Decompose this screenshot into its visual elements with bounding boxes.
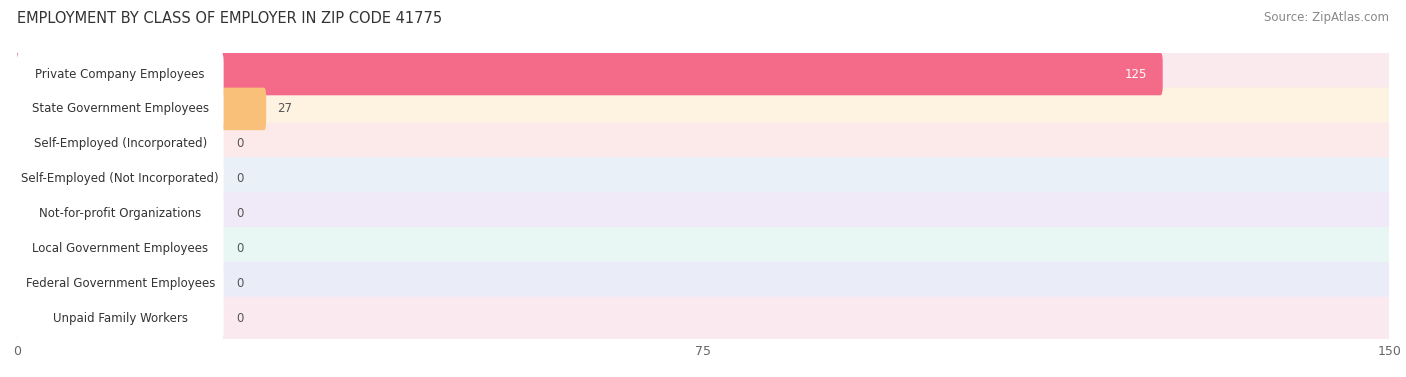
FancyBboxPatch shape (17, 52, 224, 97)
FancyBboxPatch shape (14, 294, 1392, 342)
FancyBboxPatch shape (14, 157, 1392, 200)
FancyBboxPatch shape (14, 227, 1392, 270)
FancyBboxPatch shape (14, 120, 1392, 168)
FancyBboxPatch shape (14, 155, 1392, 203)
FancyBboxPatch shape (17, 191, 224, 236)
FancyBboxPatch shape (17, 87, 224, 131)
Text: Private Company Employees: Private Company Employees (35, 67, 205, 81)
FancyBboxPatch shape (14, 259, 1392, 307)
Text: Unpaid Family Workers: Unpaid Family Workers (53, 311, 188, 325)
FancyBboxPatch shape (14, 262, 1392, 305)
FancyBboxPatch shape (14, 189, 1392, 238)
Text: EMPLOYMENT BY CLASS OF EMPLOYER IN ZIP CODE 41775: EMPLOYMENT BY CLASS OF EMPLOYER IN ZIP C… (17, 11, 441, 26)
FancyBboxPatch shape (14, 53, 1163, 95)
Text: Not-for-profit Organizations: Not-for-profit Organizations (39, 207, 201, 220)
Text: Local Government Employees: Local Government Employees (32, 242, 208, 255)
FancyBboxPatch shape (17, 296, 224, 340)
Text: 0: 0 (236, 277, 243, 290)
Text: 0: 0 (236, 137, 243, 150)
FancyBboxPatch shape (17, 121, 224, 166)
Text: State Government Employees: State Government Employees (32, 103, 209, 115)
Text: 125: 125 (1125, 67, 1147, 81)
FancyBboxPatch shape (17, 261, 224, 305)
Text: Federal Government Employees: Federal Government Employees (25, 277, 215, 290)
FancyBboxPatch shape (17, 156, 224, 201)
FancyBboxPatch shape (14, 53, 1392, 95)
Text: 0: 0 (236, 242, 243, 255)
FancyBboxPatch shape (14, 85, 1392, 133)
FancyBboxPatch shape (14, 297, 1392, 339)
FancyBboxPatch shape (14, 224, 1392, 272)
Text: Source: ZipAtlas.com: Source: ZipAtlas.com (1264, 11, 1389, 24)
Text: Self-Employed (Not Incorporated): Self-Employed (Not Incorporated) (21, 172, 219, 185)
Text: 0: 0 (236, 172, 243, 185)
Text: 0: 0 (236, 207, 243, 220)
Text: Self-Employed (Incorporated): Self-Employed (Incorporated) (34, 137, 207, 150)
Text: 27: 27 (277, 103, 292, 115)
Text: 0: 0 (236, 311, 243, 325)
FancyBboxPatch shape (14, 87, 1392, 130)
FancyBboxPatch shape (14, 50, 1392, 98)
FancyBboxPatch shape (14, 87, 266, 130)
FancyBboxPatch shape (17, 226, 224, 271)
FancyBboxPatch shape (14, 192, 1392, 235)
FancyBboxPatch shape (14, 123, 1392, 165)
